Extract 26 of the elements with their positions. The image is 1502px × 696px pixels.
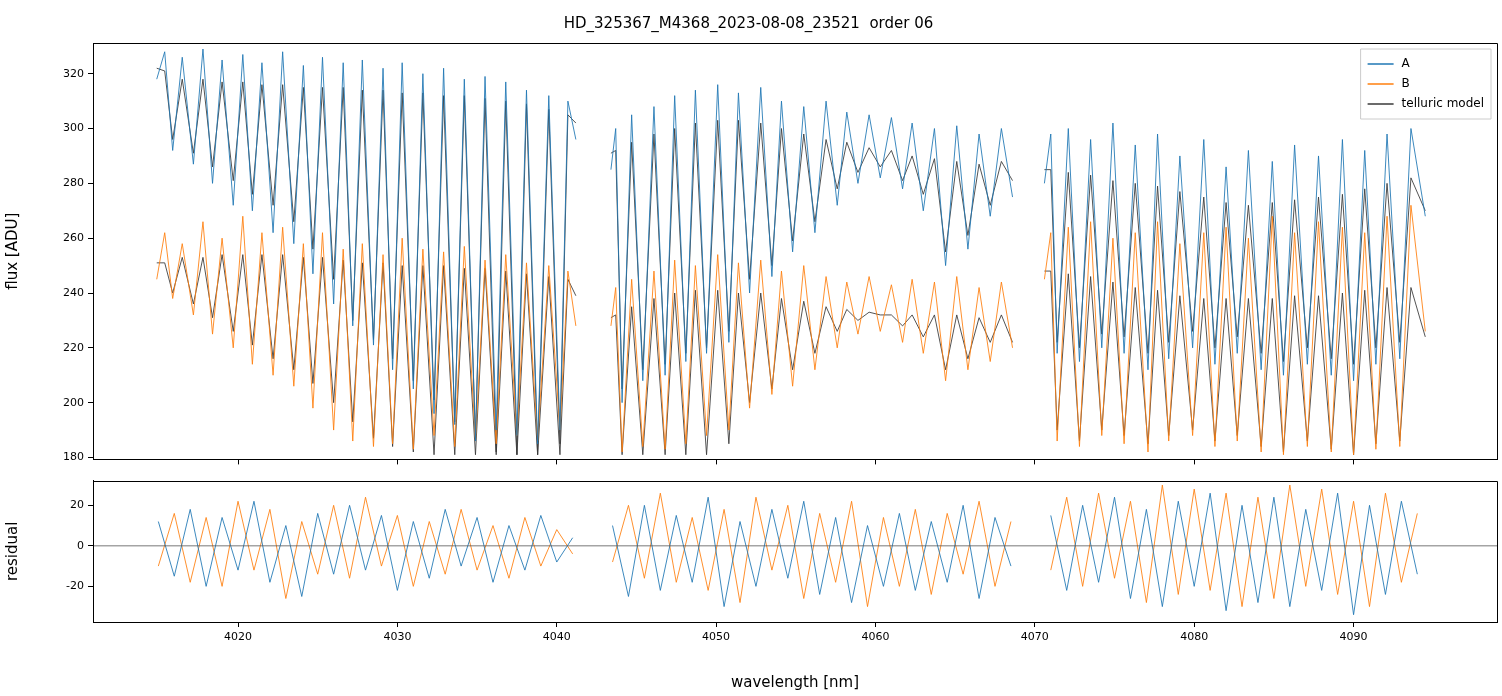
y-tick-label: 180: [63, 450, 84, 464]
y-tick-label: -20: [66, 579, 84, 593]
y-tick-label: 0: [77, 538, 84, 552]
y-tick-label: 240: [63, 285, 84, 299]
legend-label: B: [1401, 76, 1410, 91]
x-tick-label: 4040: [542, 630, 571, 644]
x-tick-label: 4060: [861, 630, 890, 644]
x-tick-label: 4080: [1180, 630, 1209, 644]
y-tick-label: 300: [63, 121, 84, 135]
chart-title: HD_325367_M4368_2023-08-08_23521 order 06: [563, 13, 934, 33]
x-tick-label: 4020: [224, 630, 253, 644]
y-tick-label: 280: [63, 176, 84, 190]
y-tick-label: 320: [63, 66, 84, 80]
y-tick-label: 200: [63, 395, 84, 409]
legend-label: telluric model: [1401, 96, 1484, 111]
x-tick-label: 4030: [383, 630, 412, 644]
y-tick-label: 260: [63, 231, 84, 245]
y-axis-title: residual: [2, 521, 21, 582]
x-axis-title: wavelength [nm]: [731, 672, 859, 691]
y-tick-label: 20: [70, 498, 84, 512]
x-tick-label: 4050: [702, 630, 731, 644]
x-tick-label: 4090: [1339, 630, 1368, 644]
y-axis-title: flux [ADU]: [2, 212, 21, 290]
x-tick-label: 4070: [1020, 630, 1049, 644]
legend-label: A: [1401, 56, 1411, 71]
y-tick-label: 220: [63, 340, 84, 354]
